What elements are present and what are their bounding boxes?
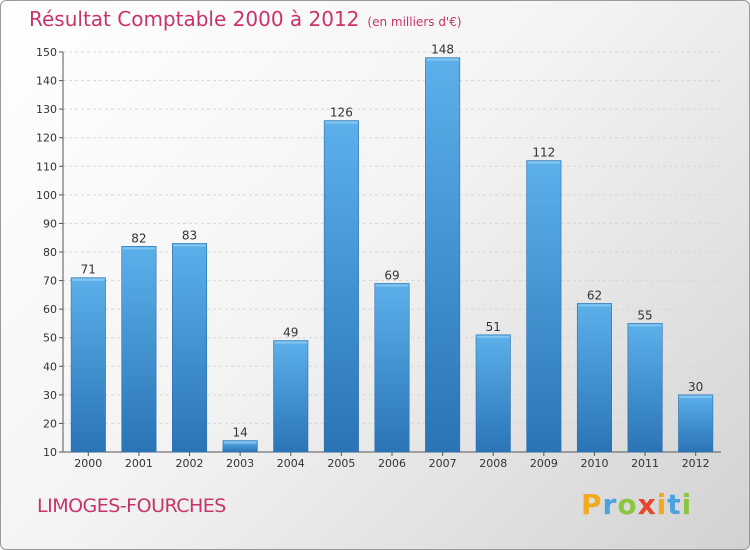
y-tick-label-90: 90 [43,217,57,230]
bar-2006 [374,283,410,453]
y-tick-label-60: 60 [43,303,57,316]
logo-letter: t [667,488,682,521]
bar-2008 [475,334,511,453]
value-label-2010: 62 [587,288,602,302]
x-tick-label-2004: 2004 [277,457,305,470]
bar-highlight-2007 [426,58,459,61]
y-tick-label-150: 150 [36,46,57,59]
value-label-2004: 49 [283,326,298,340]
bar-2001 [121,245,157,453]
bar-2000 [70,277,106,453]
bar-2007 [425,57,461,453]
y-tick-label-130: 130 [36,103,57,116]
bar-highlight-2000 [72,278,105,281]
x-tick-label-2008: 2008 [479,457,507,470]
value-label-2008: 51 [486,320,501,334]
logo-letter: o [617,488,638,521]
y-tick-label-10: 10 [43,446,57,459]
value-label-2006: 69 [384,268,399,282]
bar-2004 [273,340,309,453]
value-label-2011: 55 [637,308,652,322]
bar-highlight-2009 [527,161,561,164]
x-tick-label-2001: 2001 [125,457,153,470]
bar-layer [70,57,714,453]
chart-title: Résultat Comptable 2000 à 2012 (en millie… [29,7,462,31]
bar-2009 [526,160,562,453]
bar-highlight-2002 [173,244,206,247]
value-label-2005: 126 [330,106,353,120]
y-tick-label-140: 140 [36,75,57,88]
logo-letter: r [602,488,618,521]
bar-2010 [576,303,612,453]
value-label-2007: 148 [431,43,454,57]
logo-letter: P [581,488,603,521]
bar-highlight-2006 [375,284,409,287]
bar-highlight-2011 [628,324,662,327]
bar-2011 [627,323,663,453]
value-label-2001: 82 [131,231,146,245]
logo-letter: x [637,488,657,521]
bar-2002 [172,243,208,453]
x-tick-label-2007: 2007 [429,457,457,470]
y-tick-label-120: 120 [36,132,57,145]
bar-2012 [678,394,714,453]
value-label-2002: 83 [182,228,197,242]
bar-highlight-2004 [274,341,307,344]
bar-highlight-2008 [477,335,510,338]
chart-subtitle: (en milliers d'€) [367,15,462,29]
y-tick-label-50: 50 [43,332,57,345]
chart-title-text: Résultat Comptable 2000 à 2012 [29,7,360,31]
x-tick-label-2010: 2010 [580,457,608,470]
x-tick-label-2000: 2000 [74,457,102,470]
value-label-2009: 112 [532,146,555,160]
bar-highlight-2010 [578,304,611,307]
y-tick-label-70: 70 [43,275,57,288]
x-tick-label-2005: 2005 [327,457,355,470]
value-label-2003: 14 [233,426,248,440]
logo-letter: i [681,488,693,521]
bar-2005 [323,120,359,453]
x-tick-label-2012: 2012 [682,457,710,470]
bar-highlight-2001 [122,247,156,250]
y-tick-label-30: 30 [43,389,57,402]
label-layer: 71 82 83 14 49 126 69 148 51 112 62 55 30 [81,43,704,440]
bar-highlight-2005 [325,121,358,124]
value-label-2012: 30 [688,380,703,394]
x-tick-label-2003: 2003 [226,457,254,470]
y-tick-label-20: 20 [43,417,57,430]
value-label-2000: 71 [81,263,96,277]
bar-highlight-2003 [223,441,257,444]
bar-highlight-2012 [679,395,712,398]
proxiti-logo: Proxiti [581,488,692,521]
x-tick-label-2006: 2006 [378,457,406,470]
y-tick-label-40: 40 [43,360,57,373]
x-tick-label-2002: 2002 [176,457,204,470]
commune-name: LIMOGES-FOURCHES [37,495,226,517]
logo-letter: i [656,488,668,521]
bar-2003 [222,440,258,453]
y-tick-label-110: 110 [36,160,57,173]
x-tick-label-2011: 2011 [631,457,659,470]
y-tick-label-100: 100 [36,189,57,202]
x-tick-label-2009: 2009 [530,457,558,470]
y-tick-label-80: 80 [43,246,57,259]
